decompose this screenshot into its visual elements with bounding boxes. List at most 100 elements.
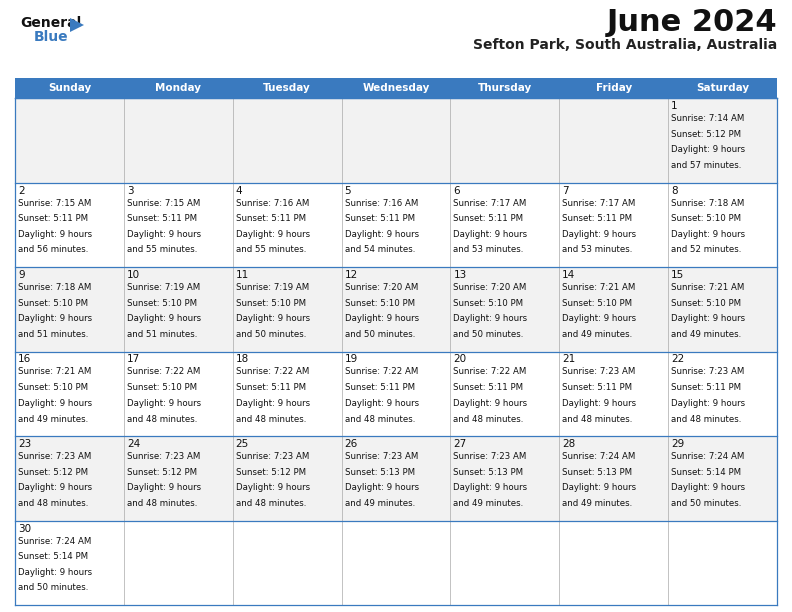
- Text: Daylight: 9 hours: Daylight: 9 hours: [671, 315, 745, 323]
- Text: Sunrise: 7:14 AM: Sunrise: 7:14 AM: [671, 114, 744, 123]
- Text: Sunset: 5:11 PM: Sunset: 5:11 PM: [345, 383, 415, 392]
- Text: and 48 minutes.: and 48 minutes.: [127, 414, 197, 424]
- Text: Daylight: 9 hours: Daylight: 9 hours: [127, 230, 201, 239]
- Text: Sunset: 5:11 PM: Sunset: 5:11 PM: [127, 214, 197, 223]
- Text: Sunrise: 7:15 AM: Sunrise: 7:15 AM: [18, 198, 91, 207]
- Text: Sunrise: 7:23 AM: Sunrise: 7:23 AM: [18, 452, 91, 461]
- Text: Sunset: 5:13 PM: Sunset: 5:13 PM: [562, 468, 632, 477]
- Text: Daylight: 9 hours: Daylight: 9 hours: [345, 483, 419, 492]
- Text: Daylight: 9 hours: Daylight: 9 hours: [18, 568, 92, 577]
- Text: and 48 minutes.: and 48 minutes.: [18, 499, 89, 508]
- Text: Sunset: 5:12 PM: Sunset: 5:12 PM: [18, 468, 88, 477]
- Text: 15: 15: [671, 270, 684, 280]
- Text: and 53 minutes.: and 53 minutes.: [562, 245, 633, 255]
- Bar: [15, 520, 777, 605]
- Text: Daylight: 9 hours: Daylight: 9 hours: [562, 399, 637, 408]
- Bar: [15, 351, 777, 436]
- Text: and 49 minutes.: and 49 minutes.: [671, 330, 741, 339]
- Text: 18: 18: [236, 354, 249, 365]
- Text: Daylight: 9 hours: Daylight: 9 hours: [671, 230, 745, 239]
- Text: and 55 minutes.: and 55 minutes.: [236, 245, 306, 255]
- Text: Sunrise: 7:21 AM: Sunrise: 7:21 AM: [671, 283, 744, 292]
- Text: Sunset: 5:12 PM: Sunset: 5:12 PM: [236, 468, 306, 477]
- Text: and 50 minutes.: and 50 minutes.: [236, 330, 306, 339]
- Text: and 49 minutes.: and 49 minutes.: [454, 499, 524, 508]
- Text: Sunrise: 7:17 AM: Sunrise: 7:17 AM: [454, 198, 527, 207]
- Text: Sunset: 5:10 PM: Sunset: 5:10 PM: [236, 299, 306, 308]
- Bar: [15, 78, 777, 98]
- Text: Sunset: 5:10 PM: Sunset: 5:10 PM: [127, 383, 197, 392]
- Bar: [15, 436, 777, 520]
- Text: Sunset: 5:12 PM: Sunset: 5:12 PM: [671, 130, 741, 139]
- Text: Sunrise: 7:22 AM: Sunrise: 7:22 AM: [454, 367, 527, 376]
- Text: 6: 6: [454, 185, 460, 195]
- Text: Sunset: 5:10 PM: Sunset: 5:10 PM: [671, 214, 741, 223]
- Text: Daylight: 9 hours: Daylight: 9 hours: [671, 145, 745, 154]
- Text: Sunset: 5:10 PM: Sunset: 5:10 PM: [454, 299, 524, 308]
- Text: Daylight: 9 hours: Daylight: 9 hours: [127, 399, 201, 408]
- Text: Sunset: 5:10 PM: Sunset: 5:10 PM: [18, 299, 88, 308]
- Text: and 48 minutes.: and 48 minutes.: [671, 414, 741, 424]
- Text: Sunrise: 7:15 AM: Sunrise: 7:15 AM: [127, 198, 200, 207]
- Text: Sunrise: 7:23 AM: Sunrise: 7:23 AM: [345, 452, 418, 461]
- Text: 9: 9: [18, 270, 25, 280]
- Text: Sunset: 5:11 PM: Sunset: 5:11 PM: [454, 383, 524, 392]
- Text: Sunrise: 7:22 AM: Sunrise: 7:22 AM: [127, 367, 200, 376]
- Text: Sunset: 5:11 PM: Sunset: 5:11 PM: [671, 383, 741, 392]
- Text: Sunrise: 7:19 AM: Sunrise: 7:19 AM: [236, 283, 309, 292]
- Text: Daylight: 9 hours: Daylight: 9 hours: [345, 399, 419, 408]
- Text: Sunrise: 7:21 AM: Sunrise: 7:21 AM: [562, 283, 636, 292]
- Text: and 50 minutes.: and 50 minutes.: [454, 330, 524, 339]
- Text: and 48 minutes.: and 48 minutes.: [236, 499, 306, 508]
- Text: Daylight: 9 hours: Daylight: 9 hours: [236, 399, 310, 408]
- Text: and 48 minutes.: and 48 minutes.: [562, 414, 633, 424]
- Text: 4: 4: [236, 185, 242, 195]
- Text: 7: 7: [562, 185, 569, 195]
- Text: 28: 28: [562, 439, 576, 449]
- Text: Sunset: 5:10 PM: Sunset: 5:10 PM: [562, 299, 632, 308]
- Text: Sunset: 5:11 PM: Sunset: 5:11 PM: [18, 214, 88, 223]
- Text: 22: 22: [671, 354, 684, 365]
- Text: Tuesday: Tuesday: [263, 83, 311, 93]
- Text: and 51 minutes.: and 51 minutes.: [127, 330, 197, 339]
- Text: Daylight: 9 hours: Daylight: 9 hours: [18, 399, 92, 408]
- Text: General: General: [20, 16, 82, 30]
- Text: Sunrise: 7:17 AM: Sunrise: 7:17 AM: [562, 198, 636, 207]
- Text: Sunset: 5:10 PM: Sunset: 5:10 PM: [671, 299, 741, 308]
- Text: Sunday: Sunday: [48, 83, 91, 93]
- Text: and 57 minutes.: and 57 minutes.: [671, 161, 741, 170]
- Text: Sunset: 5:11 PM: Sunset: 5:11 PM: [454, 214, 524, 223]
- Text: Sunrise: 7:23 AM: Sunrise: 7:23 AM: [236, 452, 309, 461]
- Text: Sunset: 5:10 PM: Sunset: 5:10 PM: [127, 299, 197, 308]
- Bar: [15, 267, 777, 351]
- Text: 2: 2: [18, 185, 25, 195]
- Text: Daylight: 9 hours: Daylight: 9 hours: [127, 315, 201, 323]
- Text: 3: 3: [127, 185, 134, 195]
- Text: Sunrise: 7:24 AM: Sunrise: 7:24 AM: [562, 452, 636, 461]
- Text: and 49 minutes.: and 49 minutes.: [562, 499, 633, 508]
- Text: Daylight: 9 hours: Daylight: 9 hours: [236, 315, 310, 323]
- Text: and 56 minutes.: and 56 minutes.: [18, 245, 89, 255]
- Text: 23: 23: [18, 439, 31, 449]
- Text: Wednesday: Wednesday: [362, 83, 430, 93]
- Text: Sunset: 5:11 PM: Sunset: 5:11 PM: [562, 214, 632, 223]
- Text: Blue: Blue: [34, 30, 69, 44]
- Text: Sunset: 5:14 PM: Sunset: 5:14 PM: [671, 468, 741, 477]
- Text: and 55 minutes.: and 55 minutes.: [127, 245, 197, 255]
- Text: and 49 minutes.: and 49 minutes.: [18, 414, 88, 424]
- Text: 26: 26: [345, 439, 358, 449]
- Bar: [15, 98, 777, 182]
- Text: Sunset: 5:13 PM: Sunset: 5:13 PM: [345, 468, 415, 477]
- Text: Sunrise: 7:20 AM: Sunrise: 7:20 AM: [345, 283, 418, 292]
- Text: 19: 19: [345, 354, 358, 365]
- Text: Thursday: Thursday: [478, 83, 532, 93]
- Text: Sunset: 5:11 PM: Sunset: 5:11 PM: [562, 383, 632, 392]
- Text: Sunrise: 7:19 AM: Sunrise: 7:19 AM: [127, 283, 200, 292]
- Text: 1: 1: [671, 101, 678, 111]
- Text: Daylight: 9 hours: Daylight: 9 hours: [345, 230, 419, 239]
- Text: Sunrise: 7:22 AM: Sunrise: 7:22 AM: [236, 367, 309, 376]
- Text: and 52 minutes.: and 52 minutes.: [671, 245, 741, 255]
- Text: Sunset: 5:11 PM: Sunset: 5:11 PM: [236, 383, 306, 392]
- Text: and 48 minutes.: and 48 minutes.: [454, 414, 524, 424]
- Text: Daylight: 9 hours: Daylight: 9 hours: [562, 315, 637, 323]
